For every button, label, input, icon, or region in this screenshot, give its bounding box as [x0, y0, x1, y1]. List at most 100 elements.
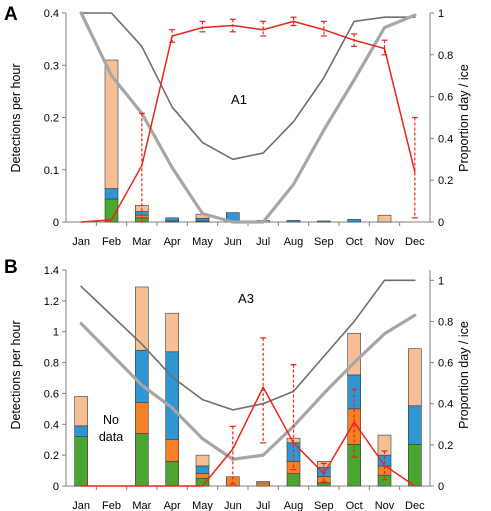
- y-tick-label-a: 0.3: [44, 60, 59, 72]
- bar-segment-b-s2: [165, 351, 179, 441]
- x-tick-label-a: May: [192, 236, 213, 248]
- x-tick-label-b: Sep: [314, 500, 334, 511]
- y-tick-label-a: 0.4: [44, 8, 59, 20]
- bar-segment-a-s2: [347, 219, 361, 223]
- y-tick-label-b: 0: [53, 481, 59, 493]
- x-tick-label-b: Aug: [284, 500, 304, 511]
- plot-area-b: 0 0.2 0.4 0.6 0.8 1 1.2 1.4 0 0.2 0.4 0.6 0.8 1 Jan Feb…: [44, 265, 454, 511]
- y-tick-label-b: 1: [53, 327, 59, 339]
- bar-segment-a-s3: [104, 59, 119, 189]
- bar-segment-b-s0: [317, 482, 331, 487]
- bar-segment-a-s2: [317, 220, 331, 223]
- y-tick-label-b: 0.2: [44, 450, 59, 462]
- bar-segment-b-s3: [74, 396, 88, 427]
- y-tick-label-b: 1.4: [44, 265, 59, 277]
- x-tick-label-b: May: [192, 500, 213, 511]
- panel-label-b: B: [4, 257, 18, 278]
- y2-tick-label-b: 0.4: [438, 399, 453, 411]
- bar-segment-b-s3: [377, 434, 392, 456]
- bar-segment-b-s3: [256, 481, 270, 484]
- x-tick-label-a: Nov: [375, 236, 395, 248]
- bar-segment-b-s2: [135, 349, 149, 403]
- bar-segment-b-s3: [165, 312, 179, 353]
- bar-segment-b-s1: [256, 482, 270, 487]
- bar-segment-a-s2: [165, 217, 179, 222]
- annotation-a1: A1: [231, 92, 247, 107]
- bar-segment-b-s0: [165, 461, 179, 487]
- bar-segment-b-s1: [135, 402, 149, 434]
- light-gray-line-a: [79, 11, 417, 224]
- plot-area-a: 0 0.1 0.2 0.3 0.4 0 0.2 0.4 0.6 0.8 1 Jan Feb Mar Apr M…: [44, 8, 454, 248]
- x-tick-label-b: Mar: [132, 500, 151, 511]
- no-data-label-line2: data: [99, 430, 123, 444]
- no-data-label-line1: No: [103, 413, 119, 427]
- y2-tick-label-b: 0.8: [438, 316, 453, 328]
- bar-segment-b-s3: [408, 348, 422, 407]
- panel-b: B Detections per hour Proportion day / i…: [4, 257, 471, 511]
- bar-segment-a-s2: [104, 188, 119, 200]
- red-line-b: [80, 386, 416, 487]
- bar-segment-b-s3: [195, 454, 210, 467]
- x-tick-label-a: Dec: [405, 236, 425, 248]
- x-tick-label-a: Apr: [164, 236, 181, 248]
- x-tick-label-b: Oct: [346, 500, 363, 511]
- x-tick-label-a: Oct: [346, 236, 363, 248]
- panel-label-a: A: [4, 4, 18, 25]
- bar-segment-b-s0: [74, 436, 88, 487]
- y-tick-label-b: 0.6: [44, 388, 59, 400]
- y2-tick-label-b: 0.6: [438, 358, 453, 370]
- bar-segment-a-s2: [195, 218, 210, 222]
- bar-segment-b-s0: [135, 433, 149, 487]
- x-tick-label-a: Mar: [132, 236, 151, 248]
- x-tick-label-b: Jul: [256, 500, 270, 511]
- x-tick-label-a: Sep: [314, 236, 334, 248]
- x-tick-label-b: Apr: [164, 500, 181, 511]
- y2-tick-label-b: 0: [438, 481, 444, 493]
- y-tick-label-a: 0.1: [44, 165, 59, 177]
- bar-segment-a-s3: [377, 214, 392, 223]
- y2-tick-label-b: 0.2: [438, 440, 453, 452]
- y2-tick-label-b: 1: [438, 275, 444, 287]
- x-tick-label-a: Jan: [72, 236, 90, 248]
- y-tick-label-a: 0: [53, 217, 59, 229]
- x-tick-label-b: Nov: [375, 500, 395, 511]
- bar-segment-b-s1: [195, 473, 210, 479]
- y-tick-label-b: 1.2: [44, 296, 59, 308]
- bar-segment-b-s0: [408, 444, 422, 487]
- dark-gray-line-a: [80, 12, 416, 161]
- x-tick-label-a: Jul: [256, 236, 270, 248]
- x-tick-label-b: Jan: [72, 500, 90, 511]
- y2-tick-label-a: 0.4: [438, 133, 453, 145]
- y-tick-label-a: 0.2: [44, 113, 59, 125]
- y2-tick-label-a: 1: [438, 8, 444, 20]
- dark-gray-line-b: [80, 279, 416, 411]
- y2-axis-title-a: Proportion day / ice: [457, 64, 471, 172]
- x-tick-label-b: Jun: [224, 500, 242, 511]
- y2-tick-label-a: 0: [438, 217, 444, 229]
- y2-tick-label-a: 0.6: [438, 92, 453, 104]
- bar-segment-b-s2: [74, 425, 88, 437]
- y-tick-label-b: 0.4: [44, 419, 59, 431]
- y-axis-title-b: Detections per hour: [9, 320, 23, 429]
- x-tick-label-a: Feb: [102, 236, 121, 248]
- bar-segment-b-s3: [135, 286, 149, 351]
- panel-a: A Detections per hour Proportion day / i…: [4, 4, 471, 248]
- annotation-a3: A3: [238, 291, 254, 306]
- bar-segment-b-s0: [286, 473, 301, 487]
- x-tick-label-a: Jun: [224, 236, 242, 248]
- bar-segment-b-s1: [165, 439, 179, 462]
- y2-tick-label-a: 0.2: [438, 175, 453, 187]
- x-tick-label-b: Dec: [405, 500, 425, 511]
- y-tick-label-b: 0.8: [44, 358, 59, 370]
- y-axis-title-a: Detections per hour: [9, 63, 23, 172]
- x-tick-label-a: Aug: [284, 236, 304, 248]
- y2-tick-label-a: 0.8: [438, 50, 453, 62]
- bar-segment-b-s2: [408, 405, 422, 445]
- light-gray-line-b: [79, 313, 417, 461]
- red-line-a: [80, 20, 416, 223]
- bar-segment-a-s2: [286, 220, 301, 223]
- x-tick-label-b: Feb: [102, 500, 121, 511]
- y2-axis-title-b: Proportion day / ice: [457, 321, 471, 429]
- bar-segment-b-s2: [195, 465, 210, 474]
